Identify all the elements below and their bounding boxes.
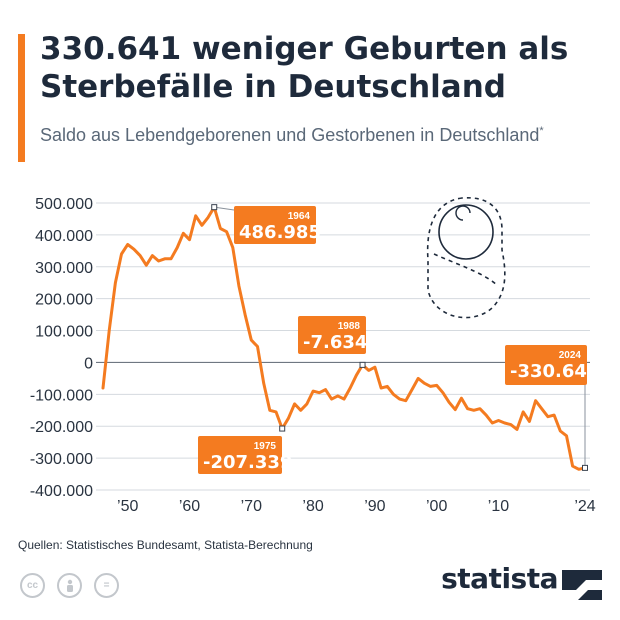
annotation-box — [234, 206, 316, 244]
x-tick-label: ’90 — [364, 498, 385, 515]
y-tick-label: 200.000 — [35, 292, 93, 309]
annotation-callout: 1975-207.339 — [198, 436, 292, 474]
y-tick-label: -400.000 — [30, 483, 93, 500]
y-tick-label: 400.000 — [35, 228, 93, 245]
y-tick-label: 300.000 — [35, 260, 93, 277]
annotation-marker — [211, 204, 218, 211]
annotation-marker — [279, 425, 286, 432]
footnote-mark: * — [539, 125, 544, 137]
x-tick-label: ’80 — [302, 498, 323, 515]
annotation-leader — [214, 206, 235, 211]
x-tick-label: ’60 — [179, 498, 200, 515]
illustration-head-curl — [455, 205, 471, 221]
annotation-year: 1975 — [254, 441, 277, 452]
annotation-year: 2024 — [559, 350, 582, 361]
annotation-value: 486.985 — [239, 222, 321, 243]
annotation-year: 1988 — [338, 321, 361, 332]
by-person-icon — [57, 573, 82, 598]
annotation-box — [298, 316, 366, 354]
x-tick-label: ’00 — [426, 498, 447, 515]
illustration-arm — [433, 253, 498, 286]
statista-logo-top-shape — [562, 570, 602, 590]
cc-icon: cc — [20, 573, 45, 598]
title-accent-bar — [18, 34, 25, 162]
statista-wordmark: statista — [441, 562, 558, 595]
line-chart: 500.000 400.000 300.000 200.000 100.000 0 -100… — [30, 196, 600, 515]
annotation-value: -7.634 — [303, 332, 367, 353]
annotation-year: 1964 — [288, 211, 311, 222]
annotation-callout: 1988-7.634 — [298, 316, 367, 354]
y-tick-label: 100.000 — [35, 324, 93, 341]
x-tick-label: ’10 — [488, 498, 509, 515]
statista-logo-icon — [562, 570, 602, 600]
chart-subtitle: Saldo aus Lebendgeborenen und Gestorbene… — [40, 120, 600, 146]
y-tick-label: -100.000 — [30, 387, 93, 404]
y-tick-label: 0 — [84, 355, 93, 372]
baby-illustration — [426, 197, 506, 319]
y-tick-label: -200.000 — [30, 419, 93, 436]
data-line — [101, 205, 587, 471]
annotation-value: -330.641 — [510, 361, 599, 382]
annotation-value: -207.339 — [203, 452, 292, 473]
subtitle-text: Saldo aus Lebendgeborenen und Gestorbene… — [40, 125, 540, 145]
annotation-marker — [582, 464, 588, 471]
annotation-box — [505, 345, 587, 385]
x-tick-label: ’50 — [117, 498, 138, 515]
person-glyph — [66, 579, 73, 592]
annotation-box — [198, 436, 282, 474]
x-tick-label: ’24 — [574, 498, 595, 515]
x-tick-label: ’70 — [241, 498, 262, 515]
y-tick-label: -300.000 — [30, 451, 93, 468]
statista-logo-bottom-shape — [578, 590, 602, 600]
annotation-marker — [359, 361, 366, 368]
illustration-blanket-outline — [426, 197, 506, 319]
y-tick-label: 500.000 — [35, 196, 93, 213]
source-note: Quellen: Statistisches Bundesamt, Statis… — [18, 538, 313, 552]
illustration-head — [438, 204, 494, 260]
nd-equals-icon: = — [94, 573, 119, 598]
annotation-callout: 2024-330.641 — [505, 345, 599, 385]
chart-title: 330.641 weniger Geburten als Sterbefälle… — [40, 31, 569, 105]
